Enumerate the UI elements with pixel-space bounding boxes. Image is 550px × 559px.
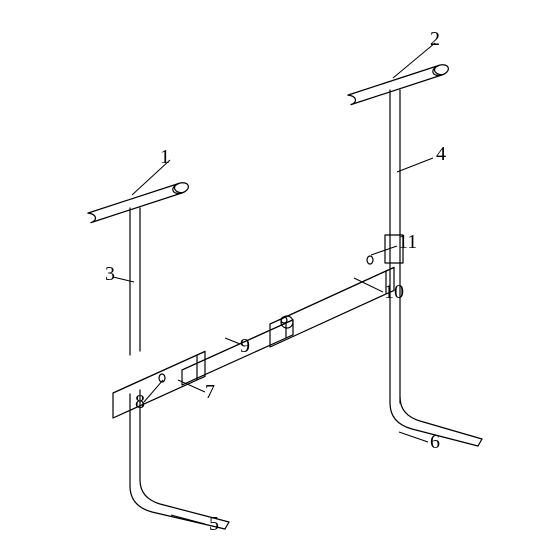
back-foot-tip [478,439,482,446]
label-2: 2 [430,28,440,50]
label-1: 1 [160,146,170,168]
label-7: 7 [205,381,215,403]
outer-bar-front [270,271,386,347]
leader-7 [178,380,205,392]
label-9: 9 [240,335,250,357]
leader-2 [393,43,435,78]
label-11: 11 [398,231,417,253]
label-4: 4 [436,143,446,165]
outer-bar-top [270,267,394,324]
inner-bar-top [182,320,293,370]
label-5: 5 [209,513,219,535]
front-bracket-front [113,355,197,418]
front-handle [88,183,182,222]
leader-6 [399,432,428,442]
leader-8 [144,380,163,402]
label-8: 8 [135,391,145,413]
leader-5 [171,515,205,524]
leader-9 [225,338,240,344]
back-pin-hole [367,256,373,264]
label-10: 10 [384,281,404,303]
front-bracket-top [113,351,205,393]
label-6: 6 [430,431,440,453]
front-foot-tip [225,522,229,529]
leader-10 [354,278,383,292]
label-3: 3 [105,263,115,285]
inner-bar-side [286,320,293,338]
back-foot-inner [400,397,482,439]
leader-11 [371,246,397,255]
leader-3 [113,277,134,282]
back-handle [348,65,442,104]
leader-4 [397,158,433,172]
